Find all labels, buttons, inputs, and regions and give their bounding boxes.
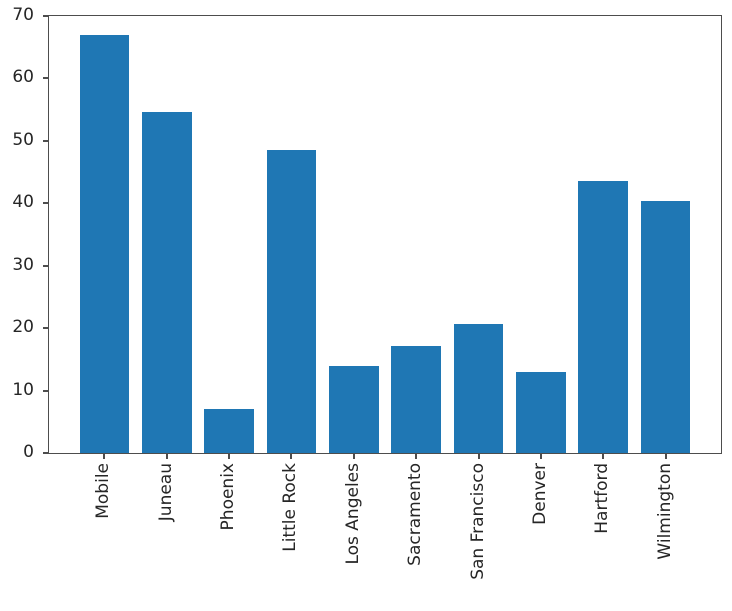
bar-phoenix xyxy=(204,409,255,453)
y-tick-label-30: 30 xyxy=(12,254,34,275)
x-tick-label-text: Little Rock xyxy=(280,463,301,552)
y-tick-mark xyxy=(43,327,48,330)
bar-wilmington xyxy=(640,200,691,453)
x-tick-label-text: Denver xyxy=(529,463,550,525)
x-tick-mark xyxy=(165,454,168,459)
y-tick-mark xyxy=(43,264,48,267)
y-tick-label-50: 50 xyxy=(12,129,34,150)
x-tick-label-text: Juneau xyxy=(155,463,176,522)
bar-hartford xyxy=(578,181,629,453)
y-tick-mark xyxy=(43,389,48,392)
y-tick-mark xyxy=(43,202,48,205)
x-tick-mark xyxy=(290,454,293,459)
x-tick-mark xyxy=(352,454,355,459)
x-tick-label-text: Sacramento xyxy=(405,463,426,566)
x-tick-label-text: Phoenix xyxy=(218,463,239,531)
y-tick-label-20: 20 xyxy=(12,317,34,338)
x-tick-mark xyxy=(103,454,106,459)
x-tick-mark xyxy=(228,454,231,459)
x-tick-mark xyxy=(602,454,605,459)
x-tick-mark xyxy=(477,454,480,459)
x-tick-mark xyxy=(539,454,542,459)
y-tick-label-60: 60 xyxy=(12,67,34,88)
x-tick-label-text: Los Angeles xyxy=(342,463,363,565)
bar-juneau xyxy=(141,111,192,453)
plot-area xyxy=(48,15,722,454)
x-tick-mark xyxy=(415,454,418,459)
bar-sacramento xyxy=(391,345,442,453)
y-tick-mark xyxy=(43,139,48,142)
y-tick-mark xyxy=(43,452,48,454)
x-tick-mark xyxy=(664,454,667,459)
bar-mobile xyxy=(79,34,130,453)
y-tick-label-0: 0 xyxy=(23,442,34,462)
y-tick-mark xyxy=(43,15,48,17)
y-tick-mark xyxy=(43,77,48,80)
y-tick-label-10: 10 xyxy=(12,379,34,400)
x-tick-label-text: Wilmington xyxy=(654,463,675,560)
x-tick-label-text: Hartford xyxy=(592,463,613,534)
bar-los-angeles xyxy=(328,365,379,453)
bar-little-rock xyxy=(266,150,317,453)
x-tick-label-text: Mobile xyxy=(93,463,114,519)
bar-san-francisco xyxy=(453,323,504,453)
y-tick-label-70: 70 xyxy=(12,5,34,25)
bar-denver xyxy=(515,371,566,453)
y-tick-label-40: 40 xyxy=(12,192,34,213)
x-tick-label-text: San Francisco xyxy=(467,463,488,580)
